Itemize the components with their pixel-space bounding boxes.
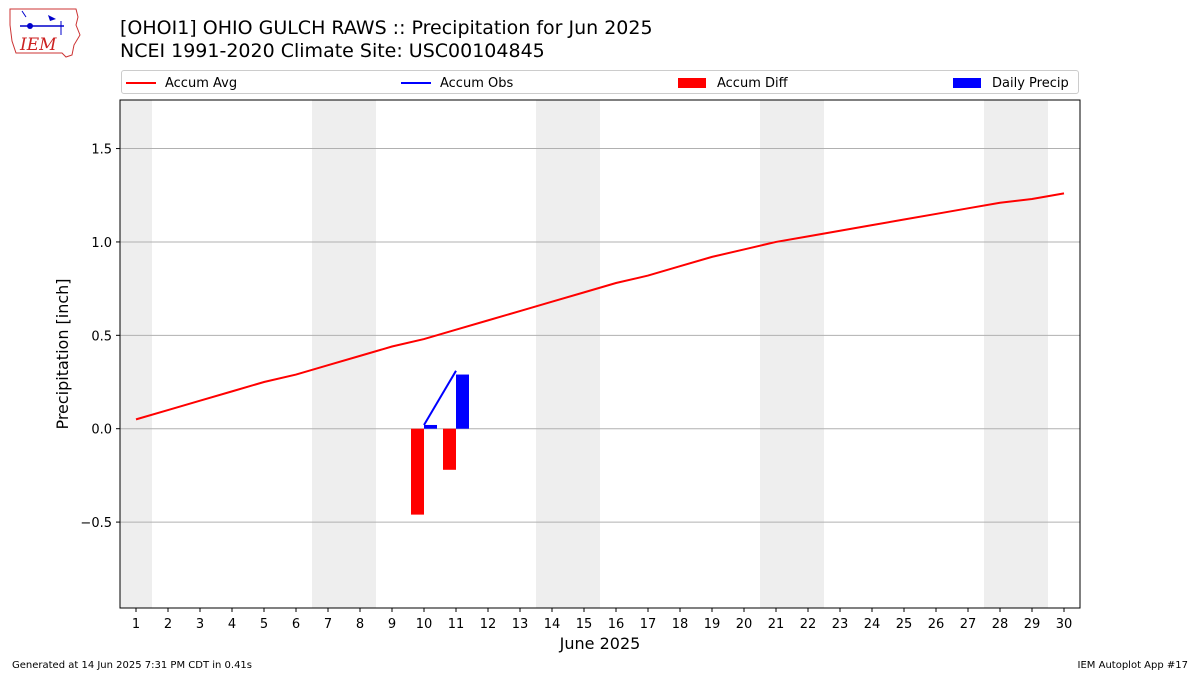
y-tick-label: 1.5 [91, 143, 112, 158]
generated-timestamp: Generated at 14 Jun 2025 7:31 PM CDT in … [12, 660, 253, 671]
x-tick-label: 7 [324, 617, 332, 632]
x-tick-label: 4 [228, 617, 236, 632]
x-tick-label: 26 [928, 617, 945, 632]
iowa-state-outline-icon [9, 8, 81, 58]
legend-label-accum-avg: Accum Avg [165, 75, 238, 91]
legend-item-daily-precip: Daily Precip [953, 74, 1069, 92]
app-label: IEM Autoplot App #17 [1077, 660, 1188, 671]
x-tick-label: 2 [164, 617, 172, 632]
weekend-band [760, 100, 824, 608]
chart-title: [OHOI1] OHIO GULCH RAWS :: Precipitation… [120, 17, 653, 63]
legend-item-accum-diff: Accum Diff [678, 74, 788, 92]
x-tick-label: 19 [704, 617, 721, 632]
title-line-1: [OHOI1] OHIO GULCH RAWS :: Precipitation… [120, 17, 653, 39]
weekend-band [120, 100, 152, 608]
daily-precip-bar [456, 374, 469, 429]
x-tick-label: 28 [992, 617, 1009, 632]
x-tick-label: 6 [292, 617, 300, 632]
x-tick-label: 9 [388, 617, 396, 632]
accum-avg-line [135, 192, 1065, 421]
x-tick-label: 27 [960, 617, 977, 632]
y-axis-label: Precipitation [inch] [53, 278, 72, 429]
x-tick-label: 1 [132, 617, 140, 632]
x-tick-label: 29 [1024, 617, 1041, 632]
y-tick-label: 1.0 [91, 236, 112, 251]
logo-text: IEM [20, 35, 57, 55]
legend-label-accum-diff: Accum Diff [717, 75, 788, 91]
y-tick-label: 0.0 [91, 423, 112, 438]
x-tick-label: 18 [672, 617, 689, 632]
x-tick-label: 8 [356, 617, 364, 632]
x-tick-label: 11 [448, 617, 465, 632]
x-tick-label: 10 [416, 617, 433, 632]
plot-frame [119, 99, 1081, 609]
x-tick-label: 20 [736, 617, 753, 632]
x-tick-label: 13 [512, 617, 529, 632]
legend-label-accum-obs: Accum Obs [440, 75, 514, 91]
accum-diff-bar [443, 428, 456, 470]
title-line-2: NCEI 1991-2020 Climate Site: USC00104845 [120, 40, 545, 62]
accum-diff-bar [411, 428, 424, 515]
y-tick-label: −0.5 [80, 516, 112, 531]
chart-legend: Accum Avg Accum Obs Accum Diff Daily Pre… [121, 70, 1079, 94]
x-tick-label: 17 [640, 617, 657, 632]
x-tick-label: 23 [832, 617, 849, 632]
legend-swatch-accum-avg [126, 82, 156, 84]
x-tick-label: 5 [260, 617, 268, 632]
x-axis-label: June 2025 [559, 634, 641, 653]
legend-swatch-accum-diff [678, 78, 706, 88]
x-tick-label: 25 [896, 617, 913, 632]
weekend-band [536, 100, 600, 608]
x-tick-label: 22 [800, 617, 817, 632]
x-tick-label: 24 [864, 617, 881, 632]
x-tick-label: 16 [608, 617, 625, 632]
y-tick-label: 0.5 [91, 329, 112, 344]
x-tick-label: 30 [1056, 617, 1073, 632]
accum-obs-line [423, 370, 457, 426]
x-tick-label: 14 [544, 617, 561, 632]
iem-logo: IEM [6, 5, 82, 59]
x-tick-label: 21 [768, 617, 785, 632]
legend-label-daily-precip: Daily Precip [992, 75, 1069, 91]
legend-swatch-accum-obs [401, 82, 431, 84]
weekend-band [984, 100, 1048, 608]
x-tick-label: 12 [480, 617, 497, 632]
daily-precip-bar [424, 424, 437, 429]
legend-item-accum-avg: Accum Avg [126, 74, 237, 92]
legend-item-accum-obs: Accum Obs [401, 74, 513, 92]
x-tick-label: 15 [576, 617, 593, 632]
x-tick-label: 3 [196, 617, 204, 632]
legend-swatch-daily-precip [953, 78, 981, 88]
